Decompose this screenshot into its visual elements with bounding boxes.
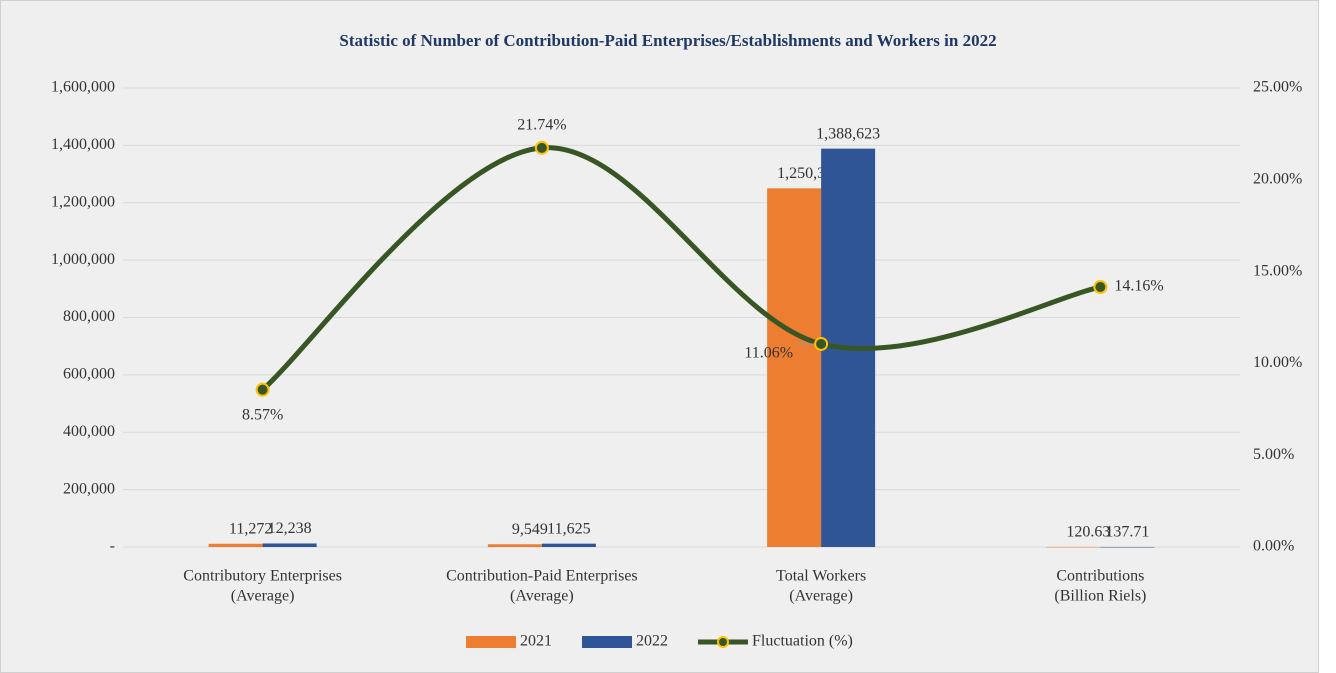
line-marker [534, 140, 549, 155]
x-tick-label: Total Workers [776, 568, 866, 585]
bar [767, 188, 822, 548]
legend-swatch [582, 636, 632, 648]
line-marker [814, 336, 829, 351]
y-tick-label: 600,000 [63, 366, 115, 383]
y-tick-label: 800,000 [63, 308, 115, 325]
y-tick-label: 200,000 [63, 480, 115, 497]
legend-label: 2022 [636, 633, 668, 650]
fluctuation-line [260, 145, 1101, 392]
legend-label: 2021 [520, 633, 552, 650]
bar [262, 543, 317, 547]
line-marker [1093, 280, 1108, 295]
bar [487, 544, 542, 547]
y-tick-label: 400,000 [63, 423, 115, 440]
line-marker [255, 382, 270, 397]
line-value-label: 11.06% [744, 345, 793, 362]
y2-tick-label: 15.00% [1253, 262, 1302, 279]
bar [1046, 546, 1101, 548]
x-tick-label: Contributions [1056, 568, 1144, 585]
x-tick-label: Contribution-Paid Enterprises [446, 568, 638, 585]
y2-tick-label: 20.00% [1253, 170, 1302, 187]
bar-value-label: 120.63 [1066, 524, 1110, 541]
y-tick-label: 1,200,000 [51, 193, 115, 210]
x-tick-label: (Billion Riels) [1054, 588, 1146, 605]
bar-value-label: 1,388,623 [816, 125, 880, 142]
x-tick-label: (Average) [789, 588, 853, 605]
y-tick-label: 1,000,000 [51, 251, 115, 268]
x-tick-label: (Average) [510, 588, 574, 605]
x-tick-label: (Average) [231, 588, 295, 605]
line-value-label: 21.74% [517, 117, 566, 134]
bar [208, 543, 263, 547]
y-tick-label: 1,600,000 [51, 79, 115, 96]
y2-tick-label: 5.00% [1253, 446, 1294, 463]
line-value-label: 8.57% [242, 406, 283, 423]
bar-value-label: 137.71 [1105, 524, 1149, 541]
line-value-label: 14.16% [1114, 278, 1163, 295]
bar-value-label: 9,549 [512, 521, 548, 538]
legend-label: Fluctuation (%) [752, 633, 853, 650]
y-tick-label: - [110, 538, 115, 555]
y2-tick-label: 10.00% [1253, 354, 1302, 371]
y-tick-label: 1,400,000 [51, 136, 115, 153]
bar [541, 543, 596, 547]
bar-value-label: 11,272 [229, 520, 272, 537]
chart-title: Statistic of Number of Contribution-Paid… [339, 31, 996, 50]
x-tick-label: Contributory Enterprises [183, 568, 342, 585]
legend-marker [717, 636, 729, 648]
bar-value-label: 12,238 [268, 520, 312, 537]
y2-tick-label: 0.00% [1253, 538, 1294, 555]
bar [1100, 546, 1155, 548]
legend-swatch [466, 636, 516, 648]
y2-tick-label: 25.00% [1253, 79, 1302, 96]
bar-value-label: 11,625 [547, 520, 590, 537]
